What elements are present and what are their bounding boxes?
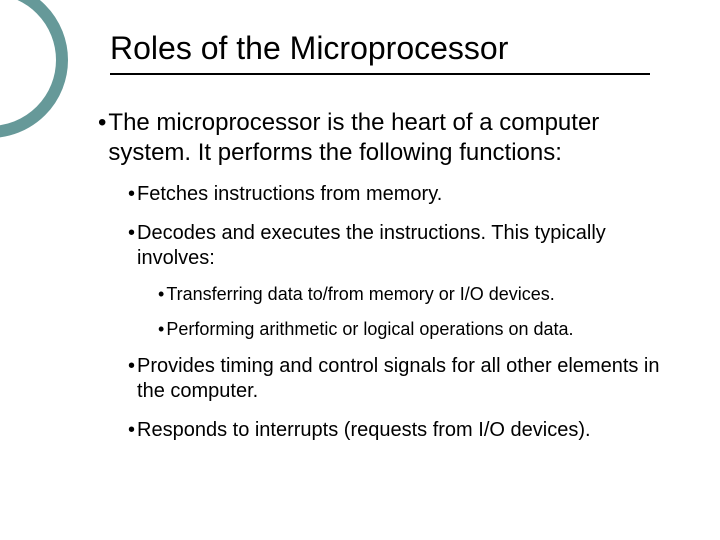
- bullet-text: Transferring data to/from memory or I/O …: [166, 283, 688, 306]
- bullet-lvl1: • The microprocessor is the heart of a c…: [98, 108, 688, 168]
- bullet-lvl3: • Performing arithmetic or logical opera…: [158, 318, 688, 341]
- title-underline: [110, 73, 650, 75]
- bullet-text: Decodes and executes the instructions. T…: [137, 221, 688, 271]
- bullet-icon: •: [128, 182, 137, 207]
- bullet-icon: •: [128, 221, 137, 271]
- bullet-text: The microprocessor is the heart of a com…: [108, 108, 688, 168]
- decor-ring: [0, 0, 68, 138]
- bullet-icon: •: [128, 354, 137, 404]
- bullet-lvl2: • Fetches instructions from memory.: [128, 182, 688, 207]
- bullet-text: Fetches instructions from memory.: [137, 182, 688, 207]
- bullet-icon: •: [158, 283, 166, 306]
- bullet-lvl3: • Transferring data to/from memory or I/…: [158, 283, 688, 306]
- title-block: Roles of the Microprocessor: [110, 30, 670, 75]
- bullet-text: Provides timing and control signals for …: [137, 354, 688, 404]
- bullet-icon: •: [128, 418, 137, 443]
- bullet-lvl2: • Provides timing and control signals fo…: [128, 354, 688, 404]
- bullet-text: Responds to interrupts (requests from I/…: [137, 418, 688, 443]
- body: • The microprocessor is the heart of a c…: [98, 108, 688, 449]
- bullet-icon: •: [98, 108, 108, 168]
- bullet-icon: •: [158, 318, 166, 341]
- bullet-lvl2: • Decodes and executes the instructions.…: [128, 221, 688, 271]
- slide: Roles of the Microprocessor • The microp…: [0, 0, 720, 540]
- slide-title: Roles of the Microprocessor: [110, 30, 670, 73]
- bullet-text: Performing arithmetic or logical operati…: [166, 318, 688, 341]
- bullet-lvl2: • Responds to interrupts (requests from …: [128, 418, 688, 443]
